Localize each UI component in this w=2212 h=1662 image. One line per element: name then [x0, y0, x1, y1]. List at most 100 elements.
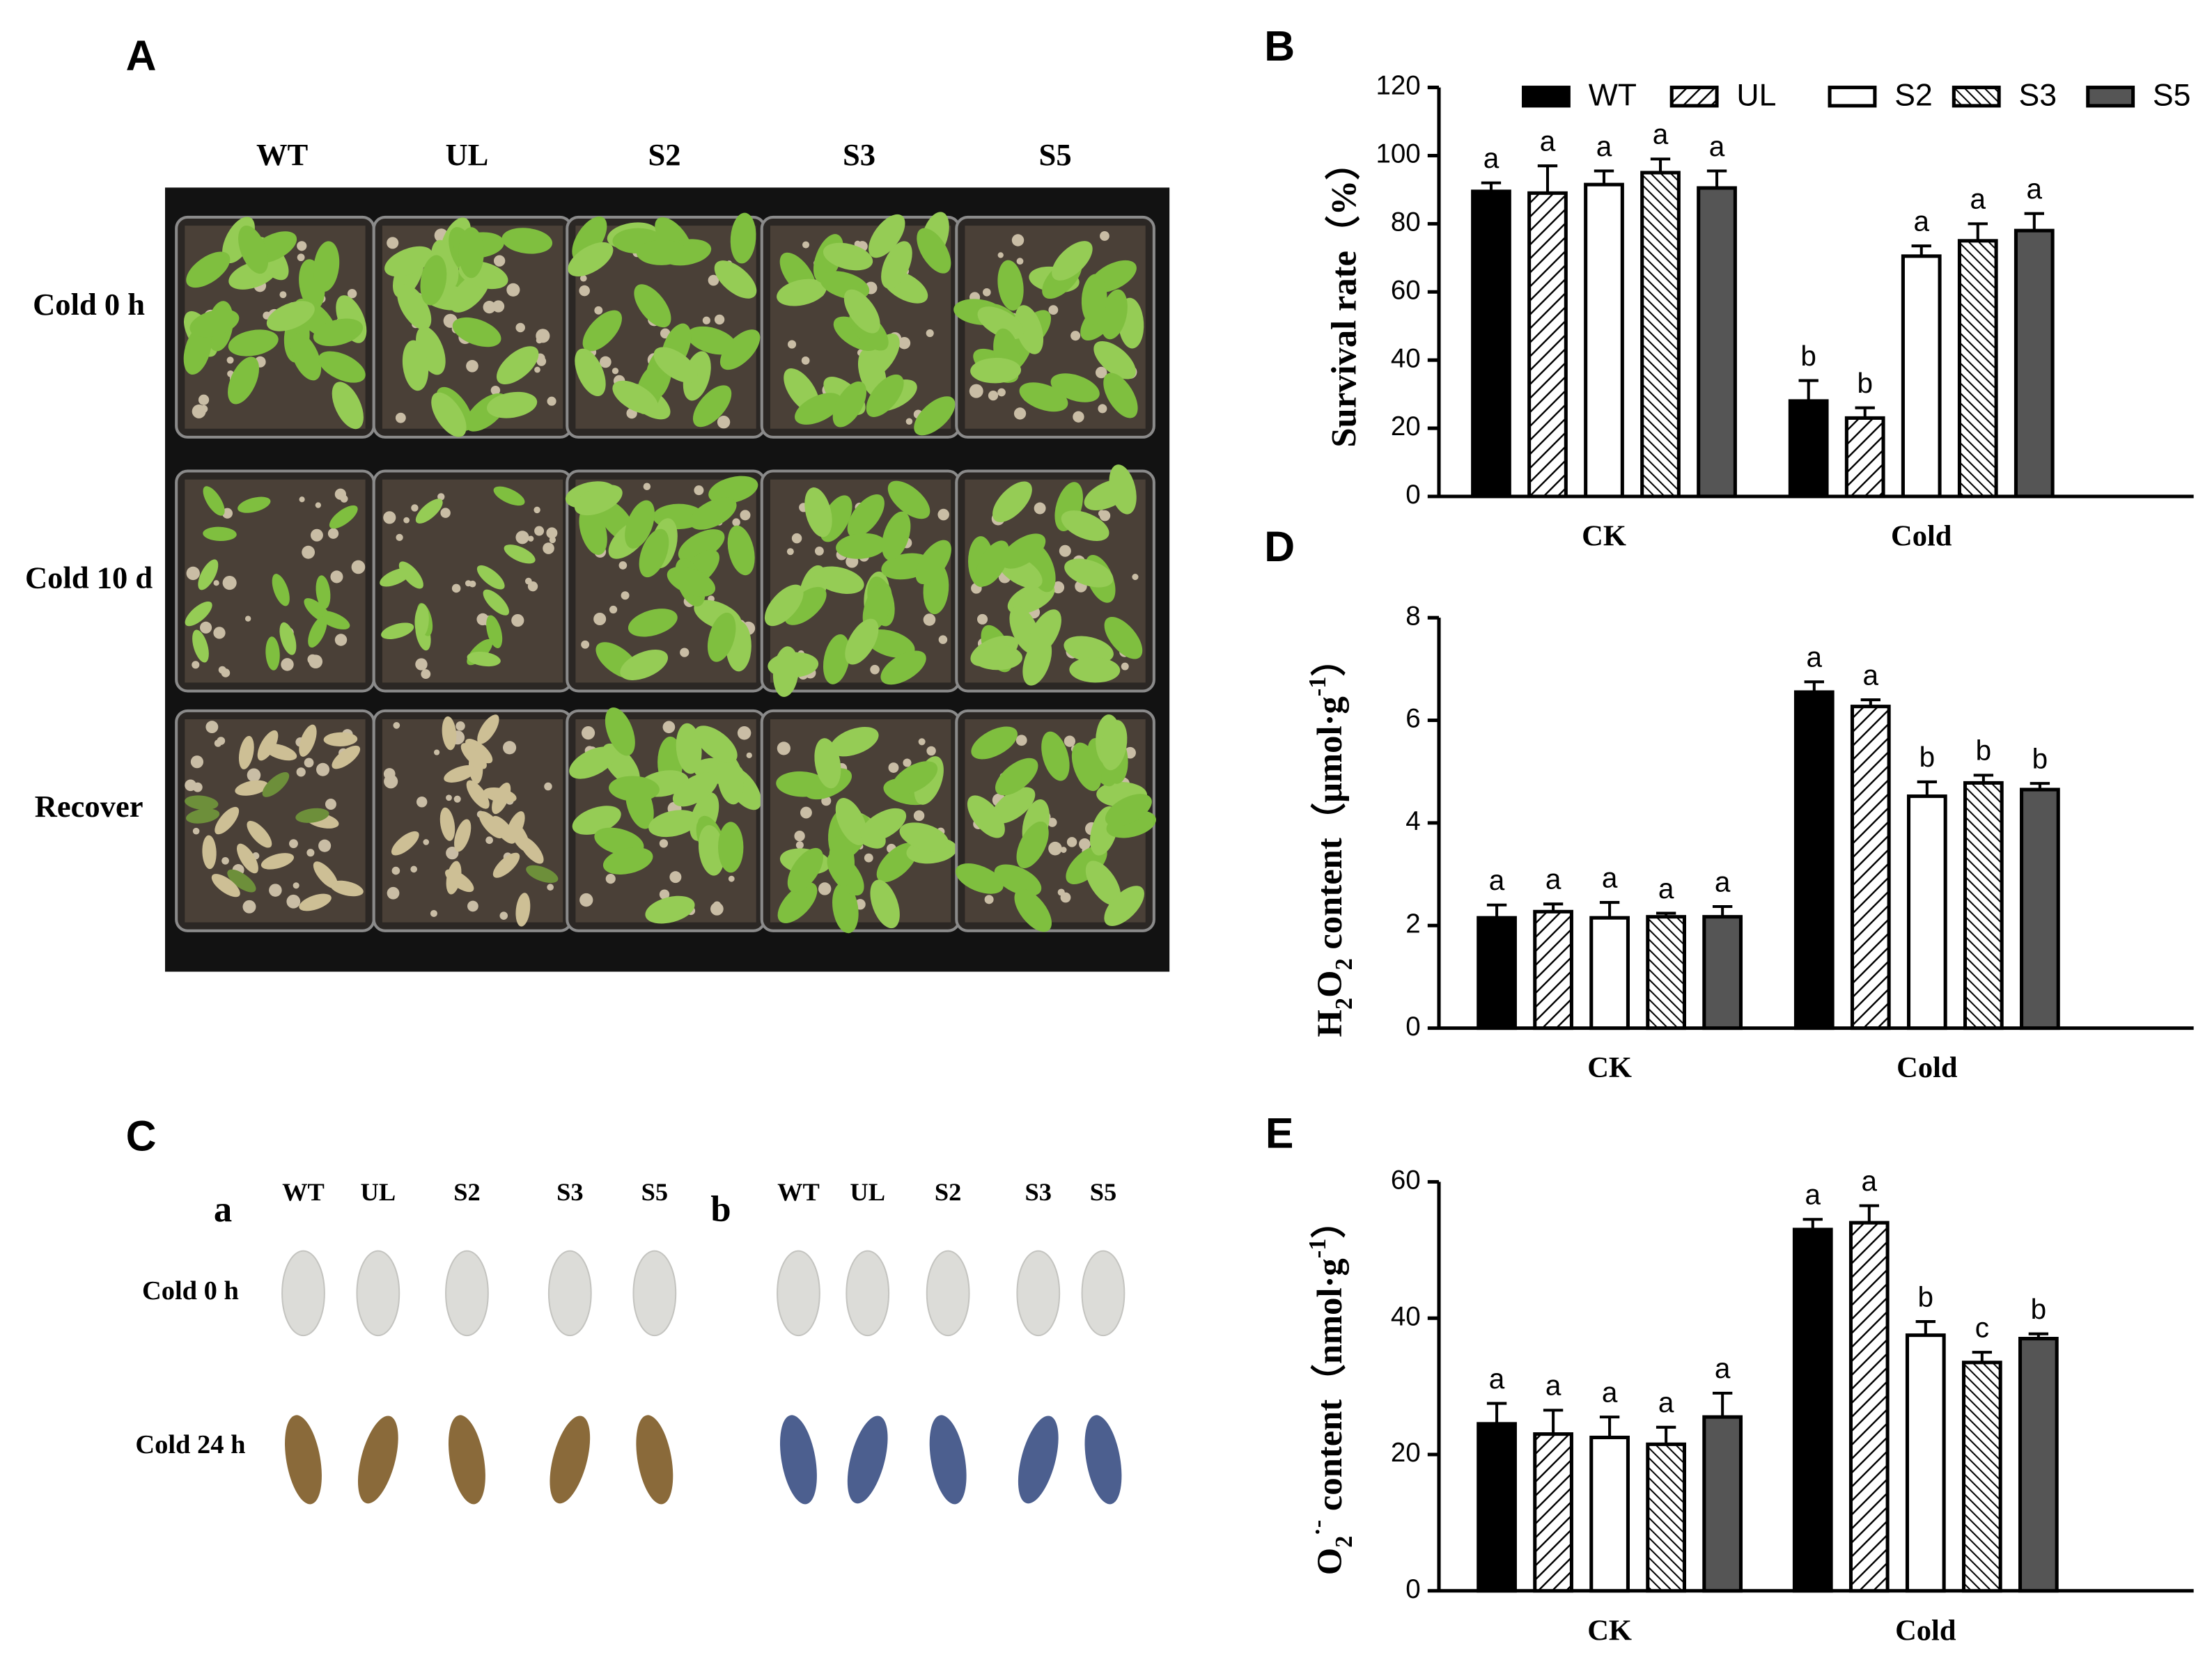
leaf [526, 865, 559, 884]
leaf [574, 485, 623, 516]
perlite [1099, 510, 1111, 522]
significance-letter: a [1545, 863, 1561, 895]
perlite [621, 591, 630, 600]
leaf [402, 340, 429, 391]
leaf [717, 754, 744, 805]
y-axis-title: O2·- content（nmol·g-1） [1304, 1203, 1357, 1575]
y-tick-label: 40 [1391, 1301, 1421, 1331]
leaf [636, 1415, 673, 1505]
perlite [918, 738, 926, 746]
bar [1850, 705, 1891, 1030]
leaf [1084, 1415, 1122, 1505]
y-axis-title: Survival rate（%） [1324, 145, 1363, 447]
bar [1584, 182, 1624, 499]
perlite [421, 669, 431, 679]
leaf [870, 879, 900, 929]
leaf [501, 228, 553, 254]
perlite [316, 762, 330, 776]
perlite [511, 613, 524, 627]
perlite [499, 911, 508, 920]
perlite [1070, 331, 1081, 341]
leaf [1103, 373, 1138, 418]
bar [1793, 690, 1835, 1030]
y-axis-title-part: Survival rate（%） [1324, 145, 1363, 447]
perlite [680, 648, 690, 657]
leaf [1109, 464, 1137, 515]
leaf [634, 284, 671, 328]
leaf [313, 861, 338, 889]
leaf [1064, 636, 1114, 664]
leaf [667, 566, 716, 597]
bar [1589, 916, 1630, 1030]
perlite [618, 561, 628, 570]
significance-letter: a [1489, 864, 1505, 896]
column-label: WT [282, 1178, 325, 1206]
y-tick-label: 8 [1405, 601, 1420, 631]
leaf [992, 481, 1032, 522]
y-axis-title-part: 2 [1331, 958, 1357, 970]
leaf [198, 559, 219, 590]
leaf [777, 1250, 820, 1337]
leaf [202, 835, 217, 870]
leaf [446, 861, 462, 895]
leaf [492, 783, 511, 815]
perlite [662, 721, 676, 734]
leaf [356, 1250, 400, 1337]
leaf [777, 279, 827, 306]
leaf [445, 1250, 489, 1337]
leaf [605, 707, 635, 756]
perlite [814, 546, 824, 556]
perlite [302, 545, 316, 559]
perlite [594, 306, 603, 315]
leaf [272, 574, 290, 606]
perlite [416, 797, 428, 808]
bar [1702, 1415, 1743, 1593]
perlite [192, 782, 203, 792]
perlite [430, 909, 437, 917]
leaf [915, 540, 951, 584]
leaf [183, 325, 212, 375]
perlite [387, 886, 400, 900]
leaf [830, 726, 879, 757]
leaf [1001, 533, 1046, 569]
leaf [215, 806, 240, 835]
perlite [864, 853, 873, 863]
leaf [1061, 510, 1109, 541]
column-label: UL [361, 1178, 396, 1206]
leaf [257, 730, 279, 761]
perlite [802, 241, 810, 249]
perlite [708, 274, 719, 286]
perlite [327, 528, 339, 539]
perlite [351, 560, 366, 574]
y-tick-label: 40 [1391, 343, 1421, 373]
column-label: S2 [648, 137, 680, 172]
leaf [829, 835, 855, 886]
perlite [605, 874, 616, 884]
significance-letter: a [1715, 865, 1731, 897]
perlite [334, 634, 348, 646]
leaf [265, 636, 280, 671]
leaf [313, 241, 340, 292]
column-label: S3 [843, 137, 875, 172]
leaf [228, 356, 260, 405]
x-tick-label: CK [1582, 520, 1626, 553]
perlite [988, 391, 999, 401]
y-tick-label: 0 [1405, 1012, 1420, 1042]
perlite [515, 322, 525, 333]
bar [1646, 1442, 1686, 1593]
perlite [391, 866, 400, 875]
perlite [581, 726, 595, 740]
leaf [832, 381, 867, 428]
perlite [297, 253, 305, 262]
perlite [315, 502, 321, 508]
panel-label: B [1264, 22, 1295, 70]
leaf [727, 525, 755, 576]
significance-letter: b [2032, 742, 2048, 774]
leaf [504, 544, 536, 564]
leaf [776, 771, 827, 797]
leaf [1093, 340, 1136, 379]
leaf [318, 351, 366, 383]
leaf [420, 255, 447, 306]
leaf [787, 847, 823, 893]
y-axis-title-part: content（μmol·g [1310, 696, 1349, 958]
